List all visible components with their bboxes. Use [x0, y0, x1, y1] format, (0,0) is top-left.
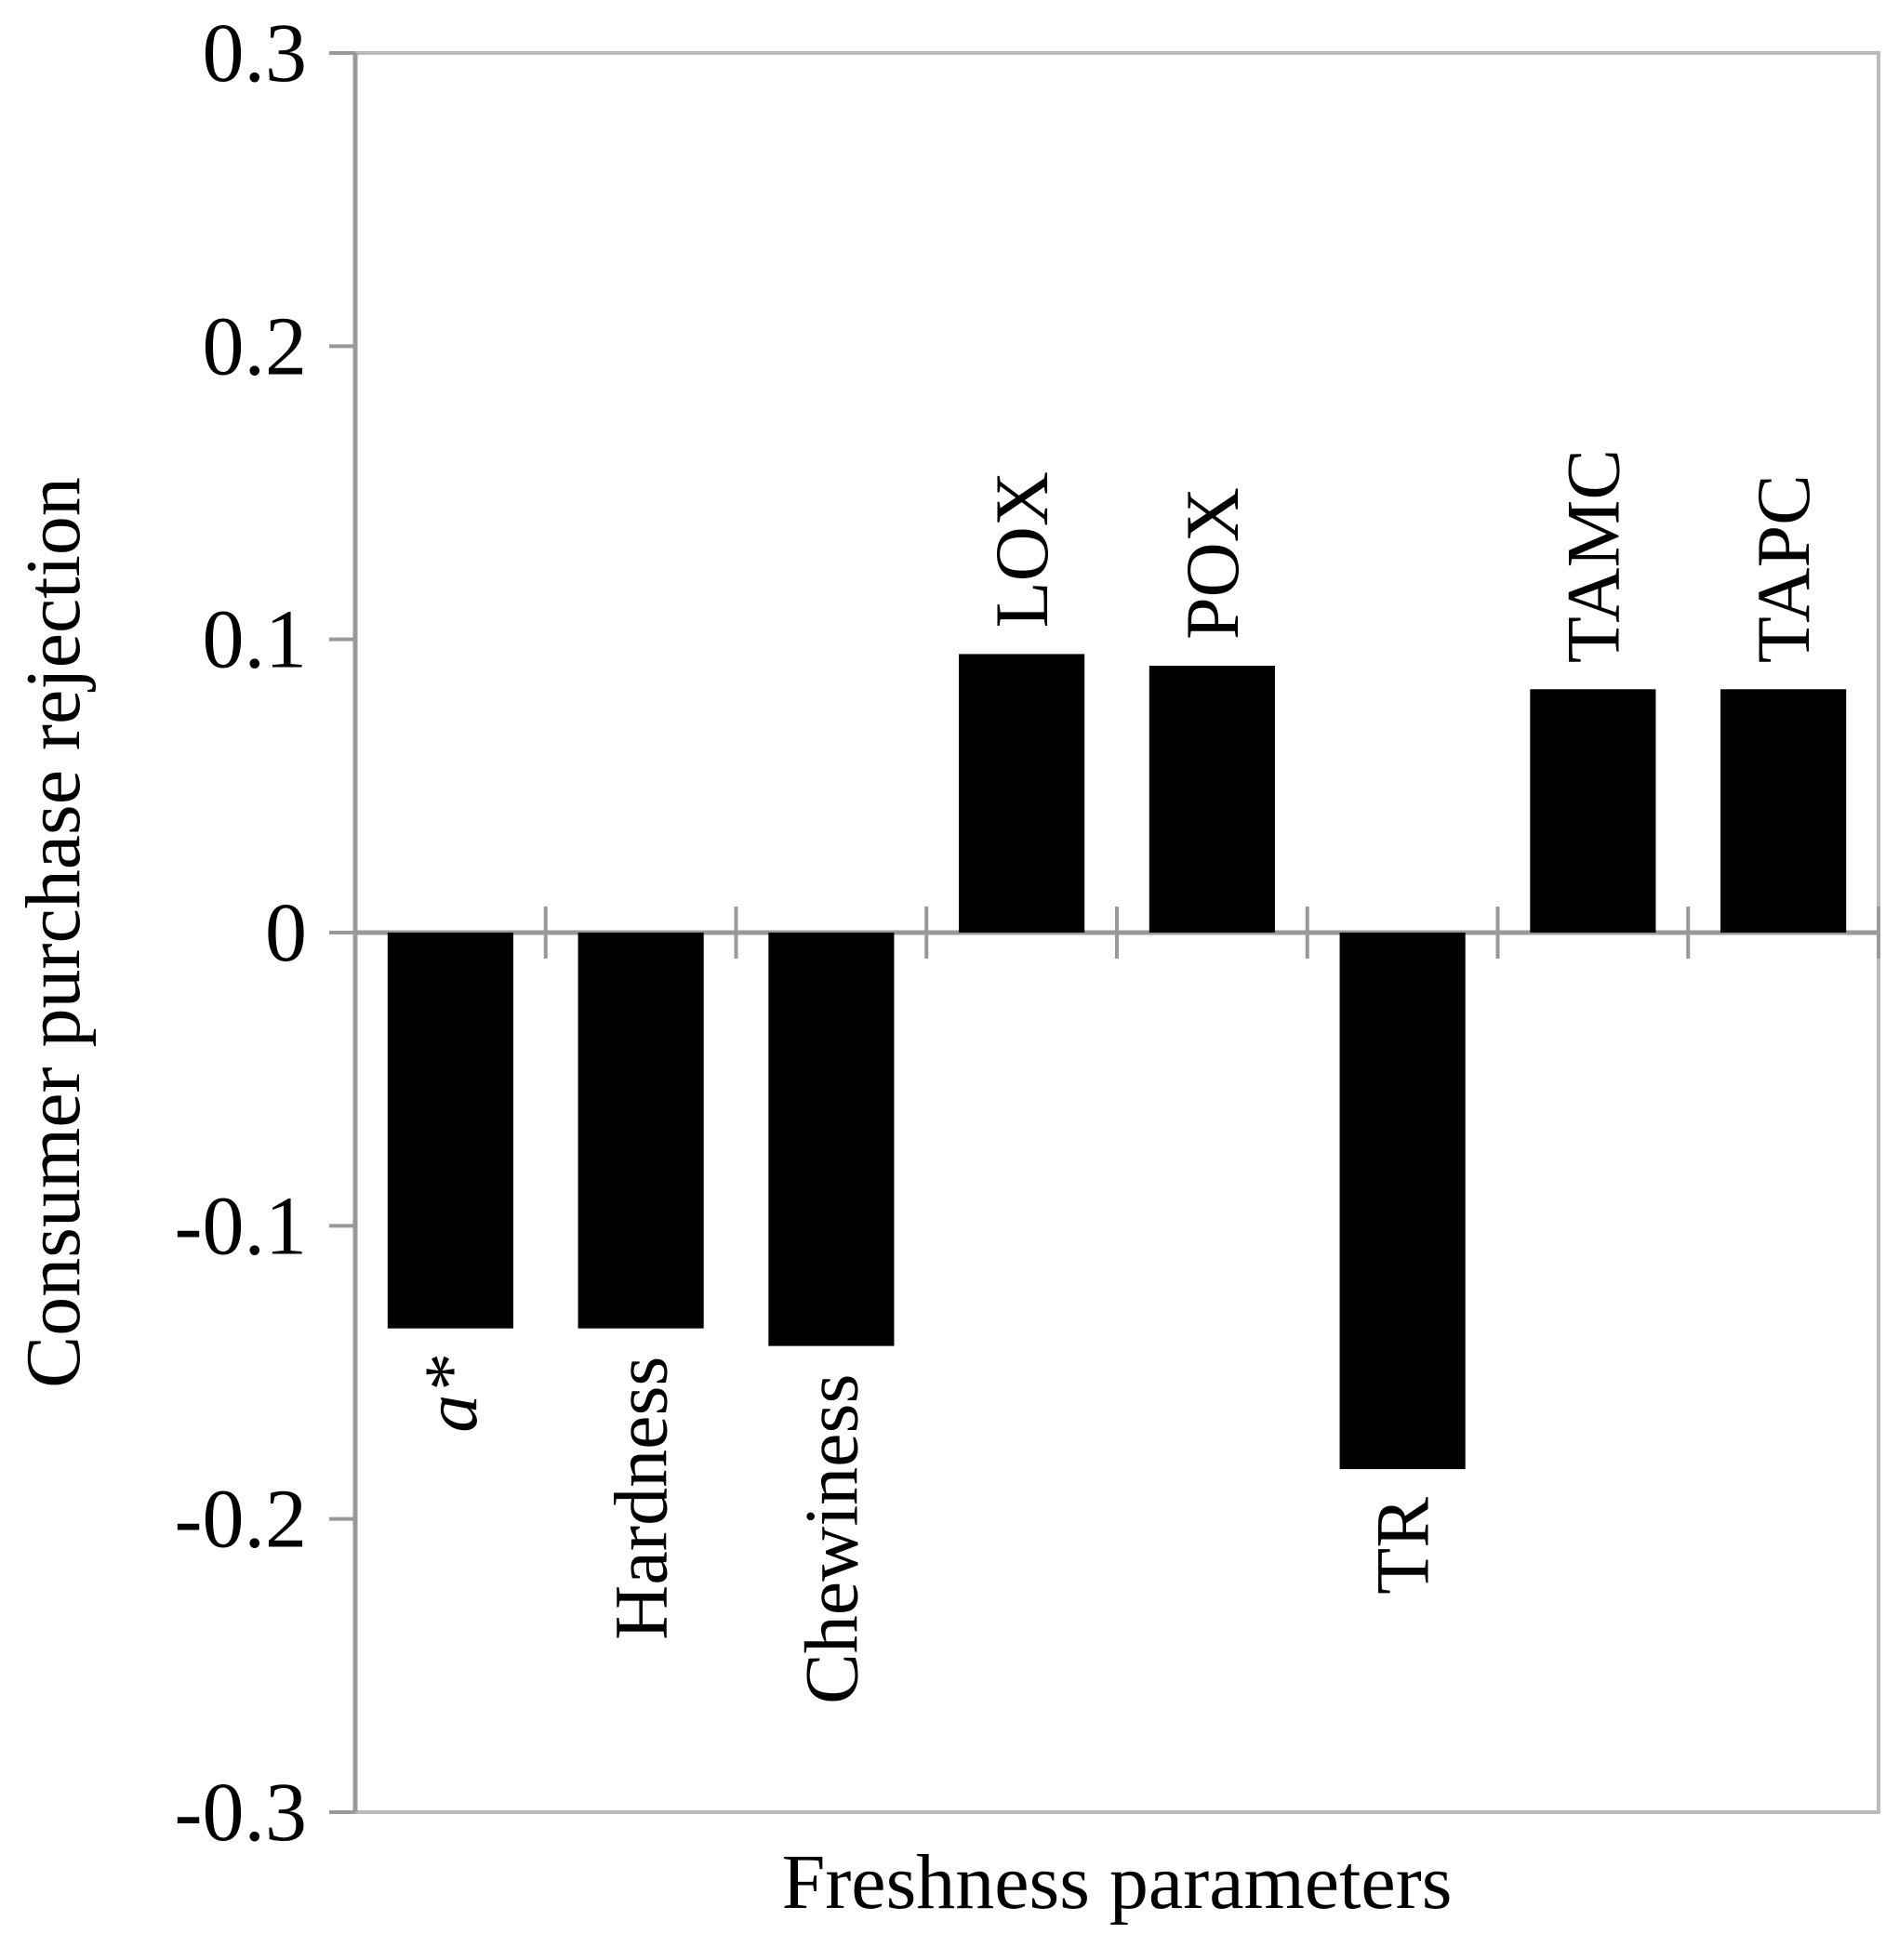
y-axis: 0.3 0.2 0.1 0 -0.1 -0.2 -0.3 — [175, 7, 358, 1859]
y-tick-label: -0.2 — [175, 1474, 307, 1566]
x-axis-title: Freshness parameters — [782, 1839, 1453, 1926]
bar-label: a* — [408, 1357, 493, 1433]
bar — [768, 933, 895, 1346]
bar — [959, 654, 1085, 933]
bar — [1149, 666, 1275, 933]
bar-label: POX — [1170, 487, 1255, 640]
bar — [387, 933, 513, 1329]
y-axis-title: Consumer purchase rejection — [10, 477, 97, 1388]
bar — [1720, 689, 1847, 933]
bar-label: TAPC — [1741, 474, 1826, 663]
bar-label: Chewiness — [789, 1374, 873, 1704]
bar-label: LOX — [979, 471, 1064, 629]
y-tick-label: -0.1 — [175, 1180, 307, 1272]
bars — [387, 654, 1847, 1470]
bar — [1339, 933, 1466, 1470]
y-tick-label: 0.1 — [203, 594, 308, 686]
y-tick-label: -0.3 — [175, 1767, 307, 1859]
bar — [578, 933, 704, 1329]
bar — [1530, 689, 1656, 933]
bar-labels: a* Hardness Chewiness LOX POX TR TAMC TAPC — [408, 449, 1826, 1704]
y-tick-label: 0.3 — [203, 7, 308, 99]
bar-label: TAMC — [1550, 449, 1635, 663]
bar-label: Hardness — [599, 1357, 684, 1640]
y-tick-label: 0.2 — [203, 300, 308, 392]
y-tick-label: 0 — [265, 887, 307, 979]
bar-label: TR — [1361, 1497, 1445, 1595]
